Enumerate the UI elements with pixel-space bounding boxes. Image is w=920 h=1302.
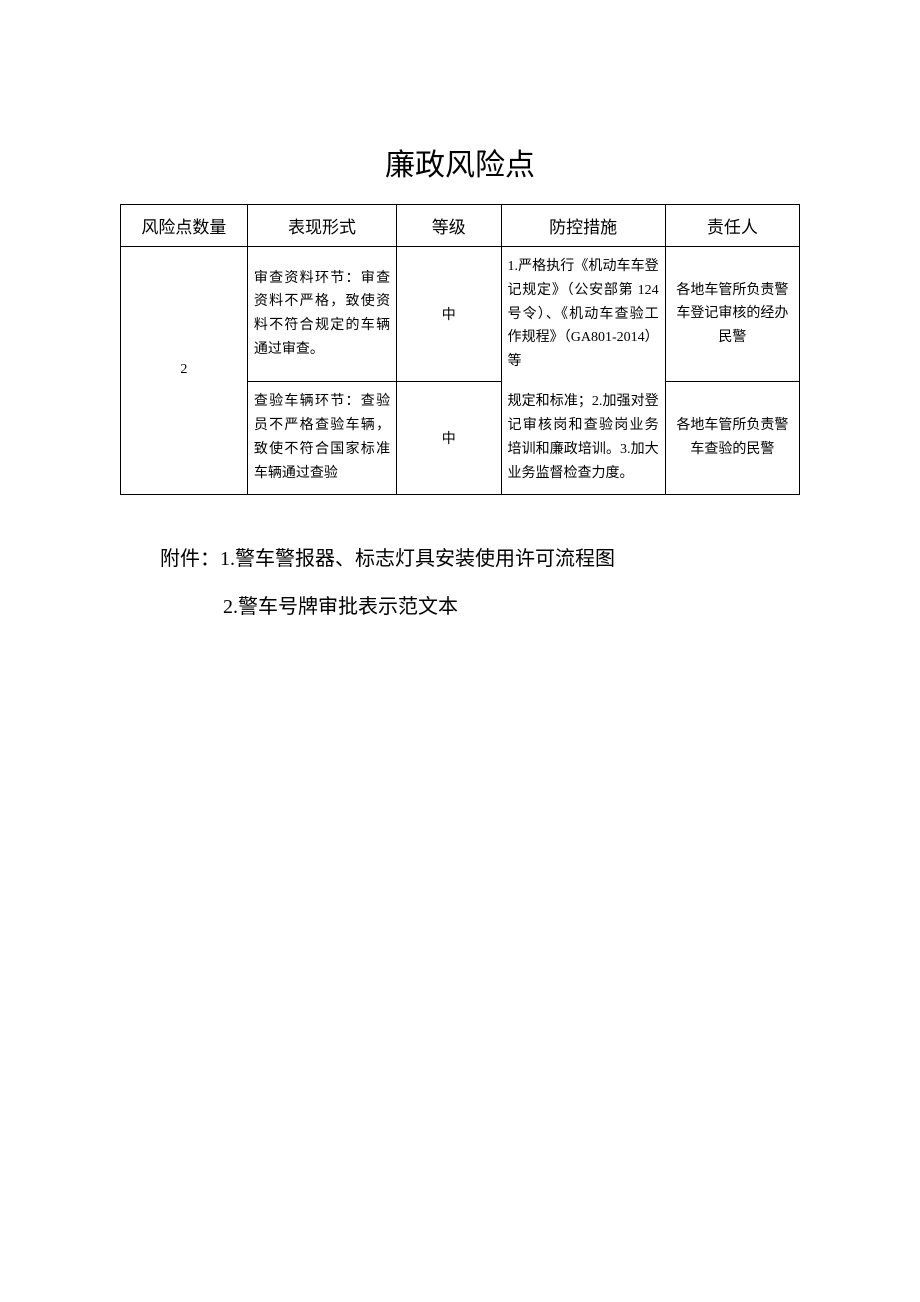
cell-form-2: 查验车辆环节：查验员不严格查验车辆，致使不符合国家标准车辆通过查验 xyxy=(247,382,396,494)
cell-person-2: 各地车管所负责警车查验的民警 xyxy=(665,382,799,494)
cell-form-1: 审查资料环节：审查资料不严格，致使资料不符合规定的车辆通过审查。 xyxy=(247,247,396,382)
table-row: 2 审查资料环节：审查资料不严格，致使资料不符合规定的车辆通过审查。 中 1.严… xyxy=(121,247,800,382)
cell-level-2: 中 xyxy=(397,382,501,494)
table-header-row: 风险点数量 表现形式 等级 防控措施 责任人 xyxy=(121,205,800,247)
cell-person-1: 各地车管所负责警车登记审核的经办民警 xyxy=(665,247,799,382)
header-measure: 防控措施 xyxy=(501,205,665,247)
cell-measure-top: 1.严格执行《机动车车登记规定》（公安部第 124号令）、《机动车查验工作规程》… xyxy=(501,247,665,382)
attachment-line-2: 2.警车号牌审批表示范文本 xyxy=(223,583,800,631)
header-count: 风险点数量 xyxy=(121,205,248,247)
attachment-line-1: 附件：1.警车警报器、标志灯具安装使用许可流程图 xyxy=(160,535,800,583)
attachment-prefix: 附件： xyxy=(160,548,220,570)
cell-level-1: 中 xyxy=(397,247,501,382)
attachment-1-text: 1.警车警报器、标志灯具安装使用许可流程图 xyxy=(220,548,615,570)
risk-table: 风险点数量 表现形式 等级 防控措施 责任人 2 审查资料环节：审查资料不严格，… xyxy=(120,204,800,495)
cell-count: 2 xyxy=(121,247,248,495)
cell-measure-bottom: 规定和标准；2.加强对登记审核岗和查验岗业务培训和廉政培训。3.加大业务监督检查… xyxy=(501,382,665,494)
attachments-section: 附件：1.警车警报器、标志灯具安装使用许可流程图 2.警车号牌审批表示范文本 xyxy=(160,535,800,631)
header-level: 等级 xyxy=(397,205,501,247)
header-form: 表现形式 xyxy=(247,205,396,247)
header-person: 责任人 xyxy=(665,205,799,247)
page-title: 廉政风险点 xyxy=(120,140,800,184)
